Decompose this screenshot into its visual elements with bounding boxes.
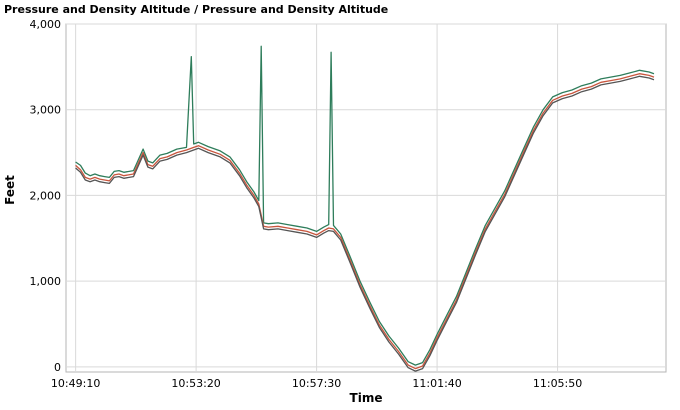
x-tick-label: 11:05:50 — [533, 377, 582, 390]
y-tick-label: 4,000 — [30, 18, 62, 31]
plot-area — [65, 23, 667, 373]
grid-lines — [66, 23, 666, 372]
y-axis-label: Feet — [3, 175, 17, 205]
series-line-1 — [75, 45, 655, 366]
y-tick-label: 0 — [54, 361, 61, 374]
chart-title: Pressure and Density Altitude / Pressure… — [4, 3, 388, 16]
series-line-3 — [75, 75, 655, 372]
tick-labels: 0 1,000 2,000 3,000 4,000 10:49:10 10:53:20 10:… — [30, 18, 583, 390]
series-lines — [75, 45, 655, 372]
y-tick-label: 3,000 — [30, 104, 62, 117]
y-tick-label: 1,000 — [30, 275, 62, 288]
x-tick-label: 10:49:10 — [51, 377, 100, 390]
series-line-2 — [75, 73, 655, 370]
x-axis-label: Time — [350, 391, 383, 405]
x-tick-label: 10:57:30 — [292, 377, 341, 390]
x-tick-label: 11:01:40 — [412, 377, 461, 390]
y-tick-label: 2,000 — [30, 189, 62, 202]
x-tick-label: 10:53:20 — [171, 377, 220, 390]
